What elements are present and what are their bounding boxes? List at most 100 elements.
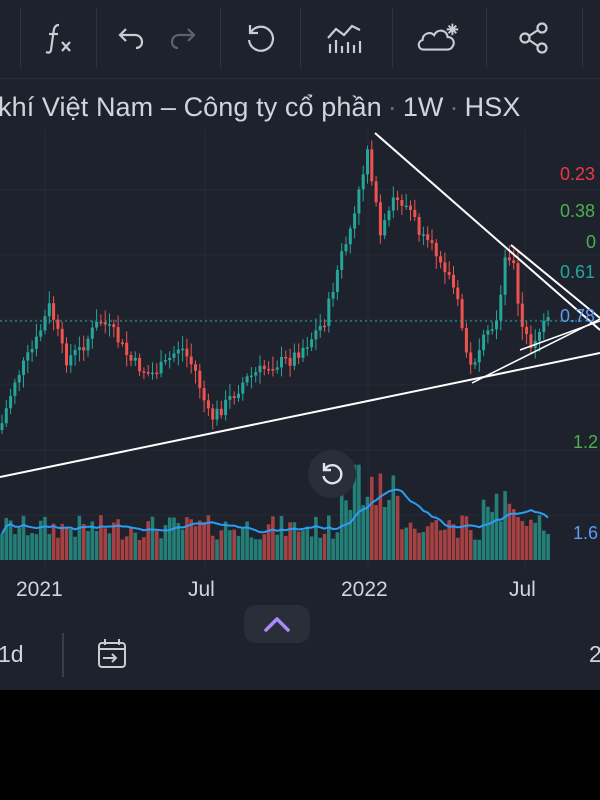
volume-bar (503, 491, 507, 560)
candle-body (396, 197, 400, 201)
volume-bar (477, 539, 482, 560)
volume-bar (206, 515, 211, 560)
candle-body (120, 342, 124, 344)
candle-body (477, 350, 481, 363)
candle-body (529, 334, 533, 349)
interval-button[interactable]: 1d (0, 641, 24, 667)
volume-bar (413, 528, 417, 560)
volume-bar (425, 526, 430, 560)
candle-body (430, 240, 434, 243)
volume-bar (142, 537, 146, 560)
cloud-star-icon[interactable] (414, 14, 462, 62)
candle-body (254, 372, 258, 376)
volume-bar (296, 531, 301, 560)
calendar-arrow-icon[interactable] (90, 632, 134, 676)
volume-bar (137, 539, 142, 560)
candle-body (503, 257, 507, 295)
volume-bar (159, 538, 163, 560)
volume-bar (507, 503, 512, 560)
candle-body (520, 303, 524, 328)
symbol-title[interactable]: khí Việt Nam – Công ty cổ phần · 1W · HSX (0, 92, 521, 122)
candle-body (348, 228, 352, 245)
volume-bar (198, 520, 202, 560)
volume-label: 1.6 (573, 523, 599, 543)
undo-icon[interactable] (106, 14, 154, 62)
candle-body (69, 355, 73, 366)
candle-body (447, 272, 451, 275)
volume-bar (155, 531, 159, 560)
volume-bar (232, 529, 236, 560)
trendline-upper-2 (510, 244, 600, 319)
candle-body (516, 263, 520, 304)
volume-bar (146, 521, 150, 560)
volume-bar (176, 523, 181, 560)
candle-body (460, 299, 464, 329)
reset-chart-button[interactable] (308, 450, 356, 498)
volume-bar (133, 532, 138, 560)
chart-bars-icon[interactable] (320, 14, 368, 62)
function-icon[interactable] (36, 14, 84, 62)
volume-bar (262, 534, 267, 560)
divider (62, 633, 64, 677)
volume-bar (292, 522, 297, 560)
candle-body (133, 357, 137, 361)
volume-bar (490, 511, 494, 560)
candle-body (34, 336, 38, 349)
volume-bar (26, 535, 30, 560)
volume-bar (443, 529, 447, 560)
volume-bar (129, 527, 133, 560)
volume-bar (193, 526, 198, 560)
candle-body (194, 364, 197, 371)
candle-body (314, 330, 318, 340)
share-icon[interactable] (510, 14, 558, 62)
candle-body (86, 338, 90, 351)
symbol-name: khí Việt Nam – Công ty cổ phần (0, 92, 382, 122)
expand-panel-button[interactable] (244, 605, 310, 643)
volume-bar (167, 517, 172, 560)
x-axis-label: Jul (188, 578, 215, 601)
candle-body (507, 257, 511, 261)
volume-bar (511, 509, 516, 560)
partial-left-icon[interactable] (0, 14, 18, 62)
candle-body (340, 251, 344, 270)
volume-bar (473, 539, 477, 560)
candle-body (262, 365, 266, 369)
volume-bar (17, 527, 21, 560)
volume-bar (404, 527, 408, 560)
replay-icon[interactable] (236, 14, 284, 62)
volume-bar (481, 499, 486, 560)
candle-body (271, 369, 275, 371)
candle-body (73, 349, 77, 356)
candle-body (482, 334, 486, 351)
volume-bar (210, 535, 215, 560)
volume-bar (47, 534, 52, 560)
candle-body (464, 328, 468, 353)
volume-bar (163, 524, 168, 560)
fib-label: 0 (586, 232, 597, 252)
candle-body (267, 368, 271, 371)
price-chart[interactable] (0, 78, 600, 623)
candle-body (413, 210, 417, 218)
volume-bar (112, 522, 116, 560)
volume-bar (120, 539, 125, 560)
volume-bar (365, 496, 370, 560)
candle-body (439, 256, 443, 263)
candle-body (30, 348, 34, 353)
candle-body (310, 339, 314, 348)
redo-icon[interactable] (160, 14, 208, 62)
candle-body (232, 396, 236, 399)
volume-bar (258, 539, 262, 560)
candle-body (546, 316, 550, 321)
volume-bar (361, 505, 365, 560)
volume-bar (73, 536, 77, 560)
candle-body (421, 234, 425, 236)
volume-bar (0, 533, 4, 560)
candlesticks (0, 140, 550, 435)
candle-body (366, 149, 369, 175)
candle-body (60, 328, 64, 344)
volume-bar (116, 519, 120, 560)
candle-body (400, 200, 404, 206)
candle-body (275, 367, 279, 370)
volume-bar (38, 520, 43, 560)
candle-body (538, 332, 541, 341)
